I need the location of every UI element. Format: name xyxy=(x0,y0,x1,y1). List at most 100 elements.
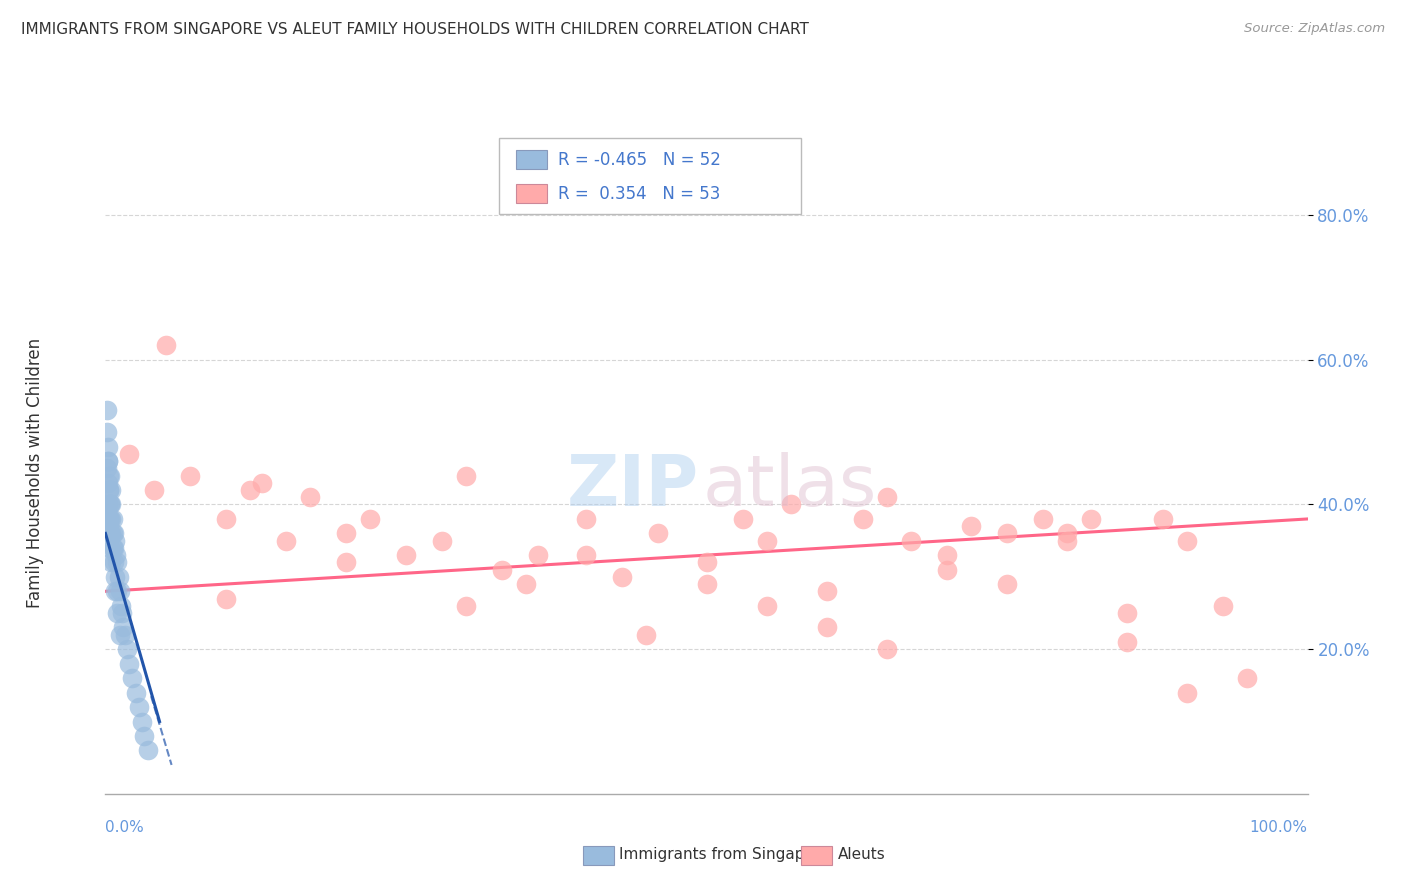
Point xyxy=(239,483,262,497)
Point xyxy=(852,512,875,526)
Point xyxy=(100,498,122,512)
Point xyxy=(430,533,453,548)
Point xyxy=(335,555,357,569)
Point xyxy=(1175,685,1198,699)
Point xyxy=(100,555,122,569)
Point xyxy=(100,483,122,497)
Point xyxy=(98,483,121,497)
Text: Family Households with Children: Family Households with Children xyxy=(27,338,44,607)
Text: R = -0.465   N = 52: R = -0.465 N = 52 xyxy=(558,151,721,169)
Point xyxy=(108,628,131,642)
Point xyxy=(876,642,898,657)
Point xyxy=(491,563,513,577)
Point xyxy=(107,555,129,569)
Point xyxy=(96,461,118,475)
Point xyxy=(101,526,124,541)
Point xyxy=(696,555,718,569)
Point xyxy=(104,570,127,584)
Point xyxy=(647,526,669,541)
Point xyxy=(575,512,598,526)
Point xyxy=(1056,533,1078,548)
Point xyxy=(395,548,418,562)
Text: Aleuts: Aleuts xyxy=(838,847,886,862)
Text: R =  0.354   N = 53: R = 0.354 N = 53 xyxy=(558,185,720,202)
Point xyxy=(815,620,838,634)
Point xyxy=(107,570,129,584)
Point xyxy=(359,512,381,526)
Point xyxy=(98,512,121,526)
Point xyxy=(1116,606,1139,620)
Point xyxy=(111,606,134,620)
Point xyxy=(527,548,550,562)
Point xyxy=(100,512,122,526)
Point xyxy=(103,526,125,541)
Text: Immigrants from Singapore: Immigrants from Singapore xyxy=(619,847,830,862)
Point xyxy=(107,584,129,599)
Point xyxy=(454,468,477,483)
Point xyxy=(103,541,125,555)
Point xyxy=(110,599,132,613)
Point xyxy=(636,628,658,642)
Point xyxy=(98,498,121,512)
Point xyxy=(103,555,125,569)
Point xyxy=(97,454,120,468)
Point xyxy=(274,533,297,548)
Point xyxy=(1152,512,1174,526)
Text: ZIP: ZIP xyxy=(567,451,699,521)
Point xyxy=(108,584,131,599)
Point xyxy=(97,440,120,454)
Point xyxy=(1236,671,1258,685)
Point xyxy=(98,468,121,483)
Text: 100.0%: 100.0% xyxy=(1250,821,1308,835)
Point xyxy=(118,657,141,671)
Point xyxy=(1116,635,1139,649)
Point xyxy=(124,685,146,699)
Point xyxy=(731,512,754,526)
Point xyxy=(98,541,121,555)
Point xyxy=(936,563,959,577)
Point xyxy=(214,512,236,526)
Point xyxy=(97,475,120,490)
Point xyxy=(131,714,153,729)
Point xyxy=(115,642,138,657)
Point xyxy=(960,519,983,533)
Point xyxy=(104,533,127,548)
Point xyxy=(1175,533,1198,548)
Point xyxy=(98,498,121,512)
Point xyxy=(97,512,120,526)
Point xyxy=(1212,599,1234,613)
Point xyxy=(214,591,236,606)
Point xyxy=(335,526,357,541)
Point xyxy=(454,599,477,613)
Point xyxy=(155,338,177,352)
Point xyxy=(136,743,159,757)
Point xyxy=(995,577,1018,591)
Point xyxy=(107,606,129,620)
Point xyxy=(575,548,598,562)
Point xyxy=(98,468,121,483)
Point xyxy=(1080,512,1102,526)
Point xyxy=(900,533,922,548)
Point xyxy=(515,577,537,591)
Point xyxy=(101,512,124,526)
Point xyxy=(815,584,838,599)
Point xyxy=(250,475,273,490)
Point xyxy=(97,498,120,512)
Point xyxy=(298,490,321,504)
Point xyxy=(105,548,128,562)
Point xyxy=(779,498,801,512)
Point xyxy=(995,526,1018,541)
Point xyxy=(96,425,118,439)
Point xyxy=(179,468,201,483)
Point xyxy=(118,447,141,461)
Point xyxy=(98,526,121,541)
Point xyxy=(132,729,155,743)
Point xyxy=(97,454,120,468)
Point xyxy=(755,533,778,548)
Point xyxy=(98,512,121,526)
Point xyxy=(98,483,121,497)
Text: atlas: atlas xyxy=(703,451,877,521)
Point xyxy=(114,628,136,642)
Point xyxy=(876,490,898,504)
Point xyxy=(128,700,150,714)
